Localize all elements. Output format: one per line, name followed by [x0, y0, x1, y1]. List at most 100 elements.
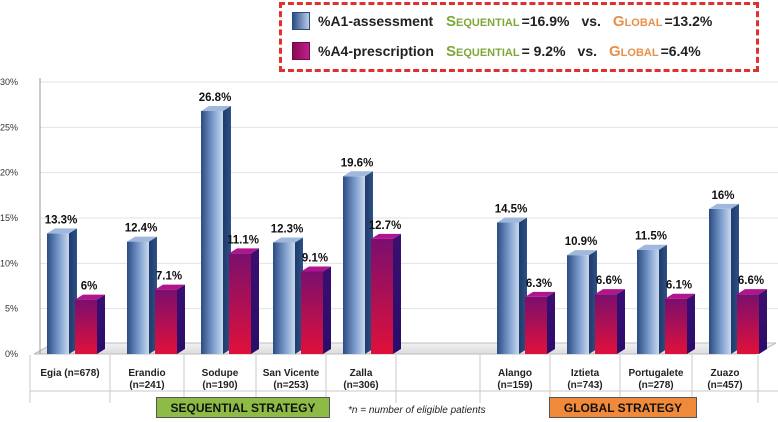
- bar-prescription-top: [301, 266, 331, 272]
- bar-prescription: [301, 271, 323, 354]
- bar-assessment-top: [497, 217, 527, 223]
- data-label: 11.1%: [227, 234, 259, 246]
- category-label: Alango: [498, 368, 532, 379]
- bar-prescription-top: [737, 289, 767, 295]
- legend-vs: vs.: [581, 13, 601, 29]
- bar-assessment: [637, 249, 659, 354]
- category-label: Portugalete: [628, 368, 683, 379]
- category-label: Zalla: [350, 368, 373, 379]
- bar-prescription-side: [251, 248, 259, 354]
- category-n-label: (n=159): [497, 380, 532, 391]
- bar-prescription-top: [229, 248, 259, 254]
- bar-prescription: [665, 298, 687, 354]
- legend-prescription-seq-value: = 9.2%: [521, 43, 566, 59]
- bar-prescription-side: [97, 294, 105, 354]
- bar-assessment-top: [709, 203, 739, 209]
- legend-row-prescription: %A4-prescription Sequential = 9.2% vs. G…: [292, 41, 701, 61]
- bars-layer: [47, 106, 767, 354]
- data-label: 6.6%: [738, 275, 764, 287]
- legend-global-word: Global: [612, 12, 663, 30]
- bar-prescription: [371, 238, 393, 354]
- legend-assessment-glb-value: =13.2%: [664, 13, 713, 29]
- category-label: Iztieta: [571, 368, 600, 379]
- category-label: Erandio: [128, 368, 165, 379]
- bar-assessment: [497, 222, 519, 354]
- bar-assessment: [273, 242, 295, 354]
- legend-sequential-word: Sequential: [446, 12, 520, 30]
- legend-label-assessment: %A1-assessment: [318, 13, 434, 29]
- bar-prescription-side: [177, 284, 185, 354]
- category-n-label: (n=306): [343, 380, 378, 391]
- bar-assessment: [47, 233, 69, 354]
- bar-assessment: [201, 111, 223, 354]
- bar-prescription-side: [547, 291, 555, 354]
- bar-assessment-top: [567, 250, 597, 256]
- legend-swatch-assessment: [292, 12, 310, 30]
- bar-assessment-top: [201, 106, 231, 112]
- labels-layer: Egia (n=678) 13.3% 6% Erandio(n=241) 12.4% 7.…: [40, 92, 764, 391]
- footnote: *n = number of eligible patients: [348, 405, 486, 416]
- data-label: 12.3%: [271, 223, 304, 235]
- bar-assessment: [343, 176, 365, 354]
- bar-prescription: [525, 296, 547, 354]
- global-strategy-label: GLOBAL STRATEGY: [549, 397, 697, 418]
- bar-assessment-top: [637, 244, 667, 250]
- bar-prescription-top: [595, 289, 625, 295]
- data-label: 10.9%: [565, 236, 598, 248]
- bar-assessment-top: [343, 171, 373, 177]
- data-label: 19.6%: [341, 157, 374, 169]
- data-label: 14.5%: [495, 204, 528, 216]
- data-label: 26.8%: [199, 92, 232, 104]
- legend: %A1-assessment Sequential =16.9% vs. Glo…: [279, 2, 759, 72]
- axis-layer: 0% 5% 10% 15% 20% 25% 30%: [0, 77, 778, 403]
- legend-label-prescription: %A4-prescription: [318, 43, 434, 59]
- y-tick-label: 5%: [5, 304, 18, 314]
- bar-prescription-top: [525, 291, 555, 297]
- category-n-label: (n=190): [202, 380, 237, 391]
- bar-assessment-top: [47, 228, 77, 234]
- bar-prescription-side: [759, 289, 767, 354]
- legend-global-word: Global: [609, 42, 659, 60]
- data-label: 16%: [711, 190, 734, 202]
- bar-assessment: [709, 208, 731, 354]
- y-tick-label: 30%: [0, 77, 18, 87]
- y-tick-label: 0%: [5, 349, 18, 359]
- data-label: 6.3%: [526, 278, 552, 290]
- bar-assessment-top: [127, 236, 157, 242]
- y-tick-label: 25%: [0, 122, 18, 132]
- category-label: San Vicente: [263, 368, 320, 379]
- bar-prescription: [75, 299, 97, 354]
- category-n-label: (n=278): [638, 380, 673, 391]
- data-label: 9.1%: [302, 252, 328, 264]
- bar-assessment-top: [273, 237, 303, 243]
- category-n-label: (n=743): [567, 380, 602, 391]
- bar-prescription-side: [393, 233, 401, 354]
- bar-prescription-top: [155, 284, 185, 290]
- data-label: 13.3%: [45, 214, 78, 226]
- legend-row-assessment: %A1-assessment Sequential =16.9% vs. Glo…: [292, 11, 712, 31]
- bar-prescription-side: [323, 266, 331, 354]
- y-tick-label: 15%: [0, 213, 18, 223]
- legend-assessment-seq-value: =16.9%: [521, 13, 570, 29]
- category-n-label: (n=241): [129, 380, 164, 391]
- category-n-label: (n=457): [707, 380, 742, 391]
- data-label: 6.6%: [596, 275, 622, 287]
- data-label: 11.5%: [635, 231, 667, 243]
- legend-vs: vs.: [577, 43, 598, 59]
- y-tick-label: 10%: [0, 258, 18, 268]
- sequential-strategy-label: SEQUENTIAL STRATEGY: [156, 397, 330, 418]
- bar-prescription-top: [665, 293, 695, 299]
- bar-prescription-top: [75, 294, 105, 300]
- bar-assessment: [567, 255, 589, 354]
- bar-prescription: [737, 294, 759, 354]
- data-label: 7.1%: [156, 271, 182, 283]
- category-n-label: (n=253): [273, 380, 308, 391]
- bar-prescription: [155, 289, 177, 354]
- data-label: 6%: [81, 281, 98, 293]
- category-label: Sodupe: [202, 368, 239, 379]
- category-label: Egia (n=678): [40, 368, 99, 379]
- bar-prescription-top: [371, 233, 401, 239]
- category-label: Zuazo: [711, 368, 740, 379]
- data-label: 12.4%: [125, 223, 158, 235]
